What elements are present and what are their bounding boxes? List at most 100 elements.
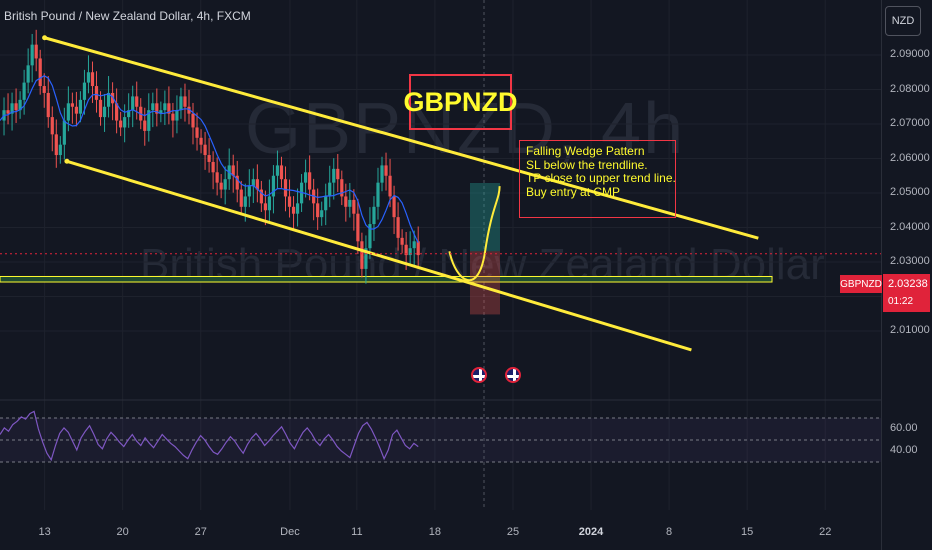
candle-body bbox=[384, 165, 388, 176]
candle-body bbox=[74, 106, 79, 114]
candle-body bbox=[183, 96, 187, 107]
trade-note-box[interactable]: Falling Wedge Pattern SL below the trend… bbox=[519, 140, 676, 218]
bar-countdown: 01:22 bbox=[888, 296, 914, 307]
time-tick-label: 27 bbox=[194, 526, 207, 538]
candle-body bbox=[187, 106, 191, 114]
candle-body bbox=[416, 241, 420, 256]
candle-body bbox=[223, 179, 227, 190]
current-price-tag: 2.03238 01:22 bbox=[883, 274, 930, 312]
candle-body bbox=[155, 103, 159, 114]
candle-body bbox=[203, 144, 207, 156]
candle-body bbox=[360, 241, 364, 269]
candle-body bbox=[135, 96, 139, 107]
candle-body bbox=[352, 199, 356, 214]
candle-body bbox=[287, 196, 292, 207]
trendline-anchor bbox=[42, 35, 48, 41]
candle-body bbox=[283, 179, 288, 197]
candle-body bbox=[18, 99, 22, 111]
candle-body bbox=[344, 196, 348, 207]
trendline-anchor bbox=[64, 158, 70, 164]
time-tick-label: Dec bbox=[280, 526, 300, 538]
candle-body bbox=[159, 110, 163, 114]
candle-body bbox=[54, 134, 58, 156]
candle-body bbox=[412, 241, 416, 249]
candle-body bbox=[324, 196, 328, 211]
candle-body bbox=[396, 217, 400, 238]
candle-body bbox=[243, 196, 247, 207]
note-line: TP close to upper trend line. bbox=[526, 171, 676, 185]
price-tick-label: 2.08000 bbox=[890, 82, 930, 95]
candle-body bbox=[94, 86, 99, 100]
candle-body bbox=[239, 189, 243, 207]
candle-body bbox=[58, 144, 62, 156]
candle-body bbox=[62, 120, 66, 145]
candle-body bbox=[271, 175, 276, 197]
candle-body bbox=[42, 86, 46, 93]
candle-body bbox=[372, 206, 376, 225]
time-tick-label: 25 bbox=[506, 526, 520, 538]
lower-trendline bbox=[66, 159, 692, 352]
support-zone bbox=[0, 275, 773, 283]
time-tick-label: 15 bbox=[741, 526, 754, 538]
candle-body bbox=[143, 120, 147, 131]
upper-trendline bbox=[44, 36, 759, 240]
currency-button[interactable]: NZD bbox=[885, 6, 921, 36]
symbol-badge: GBPNZD bbox=[840, 275, 882, 293]
time-tick-label: 18 bbox=[428, 526, 442, 538]
candle-body bbox=[10, 103, 14, 114]
price-tick-label: 2.07000 bbox=[890, 117, 930, 129]
candle-body bbox=[368, 224, 372, 249]
candle-body bbox=[267, 196, 272, 211]
candle-body bbox=[380, 165, 384, 183]
candle-body bbox=[131, 96, 135, 111]
candle-body bbox=[231, 165, 235, 176]
chart-title: British Pound / New Zealand Dollar, 4h, … bbox=[4, 9, 251, 23]
candle-body bbox=[46, 92, 50, 118]
candle-body bbox=[115, 103, 119, 121]
candle-body bbox=[86, 72, 91, 83]
candle-body bbox=[6, 110, 10, 114]
note-line: SL below the trendline. bbox=[526, 157, 648, 172]
candle-body bbox=[199, 137, 203, 145]
candle-body bbox=[392, 196, 396, 218]
candle-body bbox=[90, 72, 95, 87]
candle-body bbox=[123, 117, 127, 128]
candle-body bbox=[106, 92, 111, 107]
candle-body bbox=[279, 165, 284, 180]
candle-body bbox=[356, 213, 360, 242]
candle-body bbox=[179, 96, 183, 111]
rsi-tick-label: 60.00 bbox=[890, 422, 918, 434]
candle-body bbox=[388, 175, 392, 197]
candle-body bbox=[291, 206, 296, 214]
candle-body bbox=[147, 110, 151, 131]
uk-flag-icon[interactable] bbox=[471, 367, 487, 383]
candle-body bbox=[22, 82, 26, 100]
candle-body bbox=[119, 120, 123, 128]
price-tick-label: 2.09000 bbox=[890, 48, 930, 60]
candle-body bbox=[78, 99, 83, 114]
moving-average-line bbox=[0, 74, 419, 244]
candle-body bbox=[275, 165, 280, 176]
candle-body bbox=[191, 113, 195, 128]
candle-body bbox=[364, 248, 368, 269]
candle-body bbox=[171, 113, 175, 121]
candle-body bbox=[332, 168, 336, 183]
candle-body bbox=[127, 110, 131, 118]
target-zone bbox=[470, 182, 500, 252]
rsi-tick-label: 40.00 bbox=[890, 444, 918, 456]
time-tick-label: 2024 bbox=[578, 526, 604, 538]
candle-body bbox=[38, 58, 42, 87]
candle-body bbox=[30, 44, 34, 66]
candle-body bbox=[215, 172, 219, 183]
candle-body bbox=[102, 106, 107, 118]
candle-body bbox=[211, 161, 215, 173]
pair-label-box[interactable]: GBPNZD bbox=[404, 74, 518, 130]
candle-body bbox=[304, 172, 308, 183]
uk-flag-icon[interactable] bbox=[505, 367, 521, 383]
candle-body bbox=[263, 203, 267, 211]
candle-body bbox=[328, 182, 332, 197]
note-line: Falling Wedge Pattern bbox=[526, 144, 645, 158]
time-tick-label: 13 bbox=[38, 526, 51, 538]
